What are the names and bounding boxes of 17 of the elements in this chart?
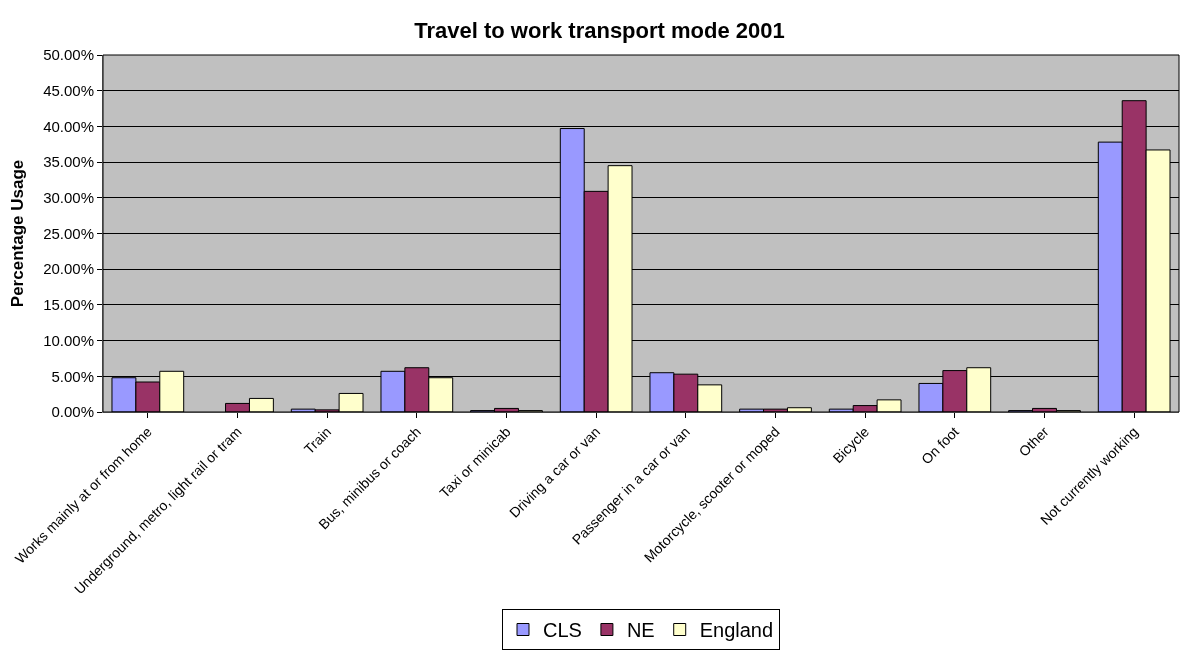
- y-tick-label: 45.00%: [43, 81, 94, 99]
- legend-label: England: [699, 619, 774, 642]
- y-tick-label: 50.00%: [43, 46, 94, 64]
- y-tick-label: 40.00%: [43, 117, 94, 135]
- y-tick-label: 10.00%: [43, 331, 94, 349]
- y-tick-label: 0.00%: [51, 403, 94, 421]
- y-axis-title: Percentage Usage: [7, 159, 27, 308]
- y-tick-label: 30.00%: [43, 189, 94, 207]
- y-tick-label: 20.00%: [43, 260, 94, 278]
- legend-label: CLS: [543, 619, 582, 642]
- chart-title: Travel to work transport mode 2001: [414, 18, 785, 44]
- y-tick-label: 25.00%: [43, 224, 94, 242]
- y-tick-label: 5.00%: [51, 367, 94, 385]
- x-tick-label: On foot: [918, 423, 962, 468]
- y-tick-label: 15.00%: [43, 296, 94, 314]
- legend-label: NE: [626, 619, 655, 642]
- y-tick-label: 35.00%: [43, 153, 94, 171]
